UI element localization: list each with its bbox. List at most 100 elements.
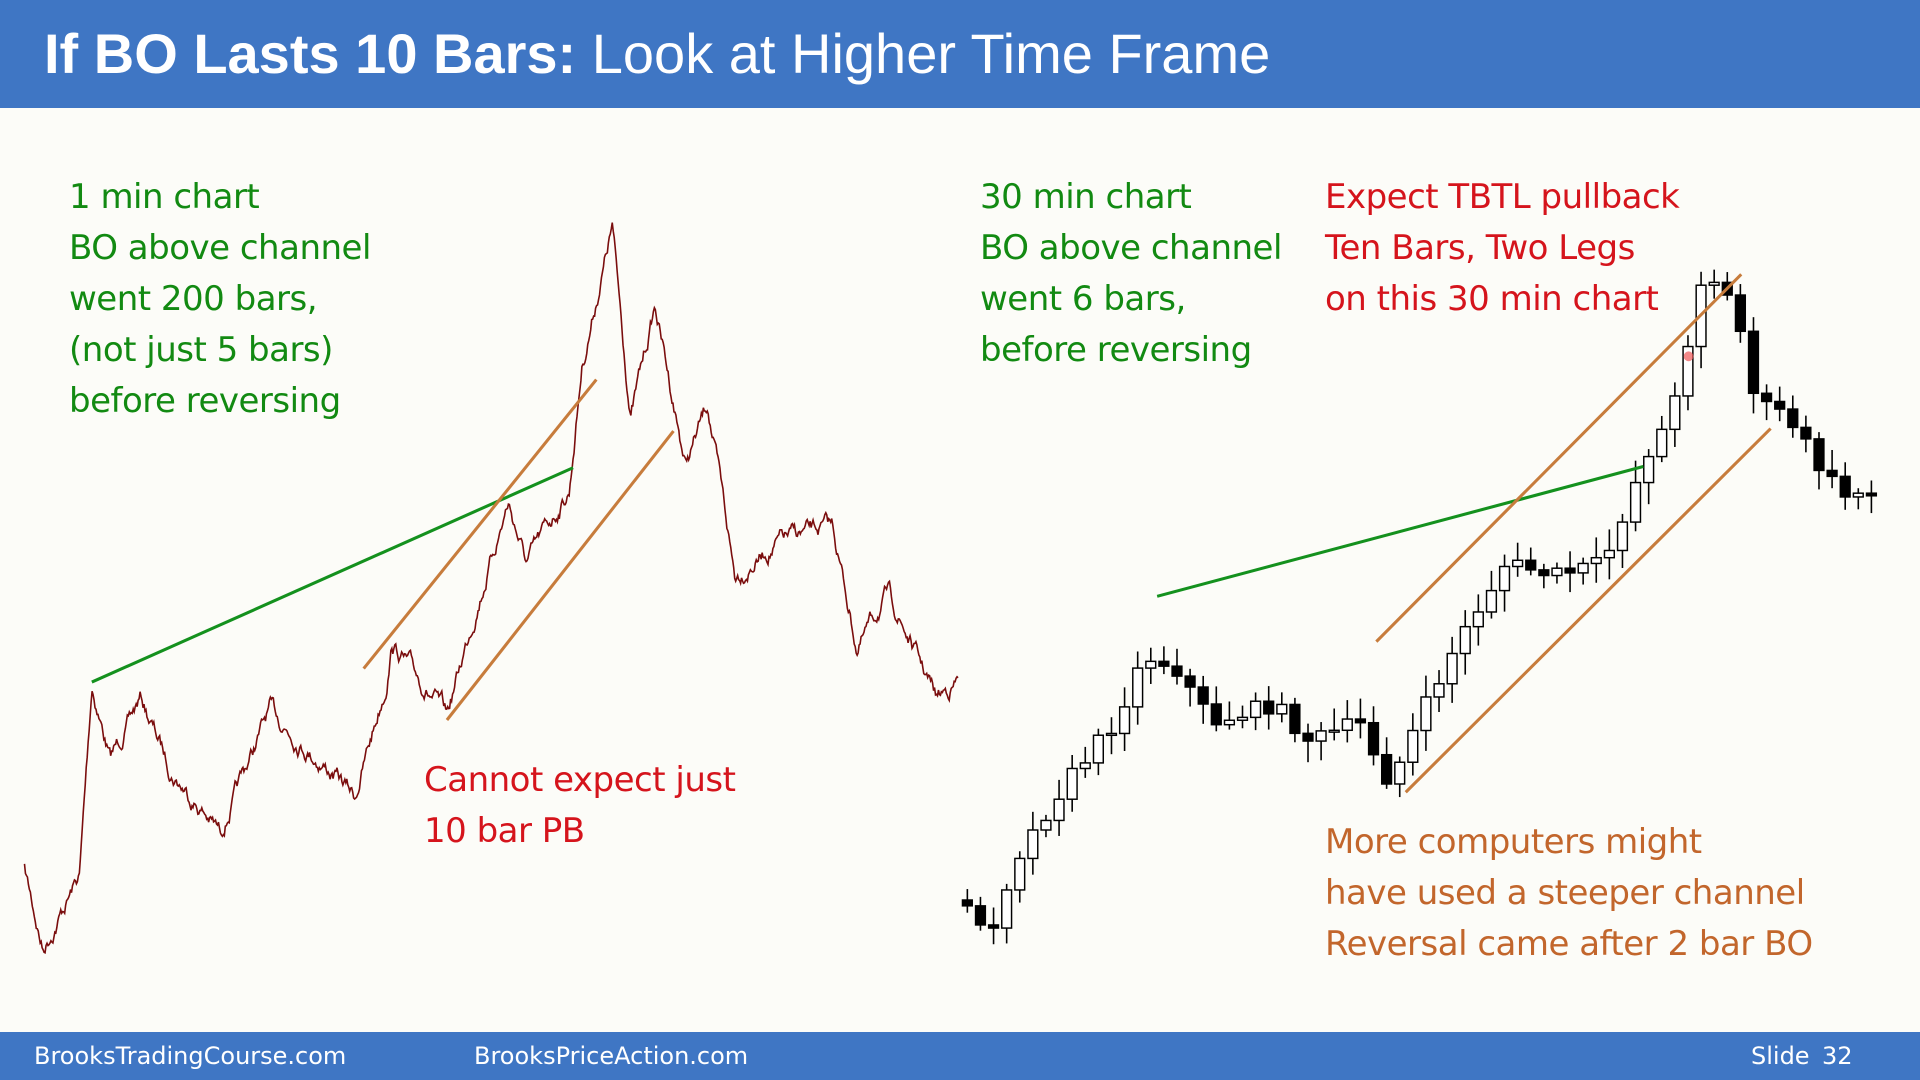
candle-body	[1865, 492, 1878, 497]
thirty-minute-chart	[961, 269, 1878, 945]
candle-body	[1145, 660, 1157, 669]
channel-line	[1404, 427, 1772, 794]
candle-body	[1433, 683, 1445, 698]
candle-body	[1263, 700, 1275, 715]
candle-body	[1066, 767, 1078, 800]
candle-body	[961, 899, 973, 907]
candle-body	[1132, 667, 1144, 708]
candle-body	[1734, 294, 1747, 333]
note-line: Ten Bars, Two Legs	[1325, 228, 1635, 268]
candle-body	[1027, 829, 1039, 860]
candle-body	[1577, 562, 1589, 574]
candle-body	[1158, 660, 1170, 667]
left-notes: 1 min chart BO above channel went 200 ba…	[69, 172, 371, 427]
candle-body	[1210, 703, 1222, 726]
candle-body	[1367, 721, 1380, 756]
candle-body	[1800, 426, 1812, 440]
candle-body	[1171, 665, 1183, 677]
note-line: 30 min chart	[980, 177, 1192, 217]
candle-body	[1643, 455, 1655, 484]
footer-center: BrooksPriceAction.com	[474, 1042, 749, 1070]
candle-body	[1603, 549, 1615, 559]
header-bar: If BO Lasts 10 Bars: Look at Higher Time…	[0, 0, 1920, 108]
candle-body	[1787, 408, 1799, 429]
candle-body	[1525, 559, 1537, 571]
candle-body	[1014, 857, 1026, 891]
candle-body	[1354, 718, 1367, 724]
candle-body	[1407, 729, 1419, 763]
candle-body	[1512, 559, 1524, 568]
note-line: before reversing	[69, 381, 341, 421]
tbtl-note: Expect TBTL pullback Ten Bars, Two Legs …	[1325, 172, 1680, 325]
note-line: 10 bar PB	[424, 811, 585, 851]
candle-body	[1184, 675, 1196, 688]
candle-body	[1040, 819, 1052, 831]
candle-body	[1380, 753, 1393, 785]
title-rest: Look at Higher Time Frame	[591, 22, 1271, 85]
candle-body	[1774, 400, 1786, 410]
candle-body	[1118, 706, 1131, 735]
note-line: on this 30 min chart	[1325, 279, 1659, 319]
computers-note: More computers might have used a steeper…	[1325, 817, 1813, 970]
candle-body	[1001, 889, 1013, 929]
candle-body	[1092, 734, 1105, 764]
candle-body	[1459, 625, 1471, 655]
channel-line	[1375, 273, 1743, 643]
note-line: Cannot expect just	[424, 760, 736, 800]
pointer-dot	[1683, 351, 1694, 362]
candle-body	[1708, 281, 1720, 286]
candle-body	[1315, 730, 1327, 742]
candle-body	[1656, 428, 1668, 458]
note-line: have used a steeper channel	[1325, 873, 1805, 913]
slide-title: If BO Lasts 10 Bars: Look at Higher Time…	[44, 20, 1270, 88]
note-line: before reversing	[980, 330, 1252, 370]
candle-body	[1538, 569, 1550, 577]
candle-body	[1446, 652, 1458, 685]
note-line: (not just 5 bars)	[69, 330, 333, 370]
candle-body	[1813, 438, 1825, 472]
candle-body	[987, 924, 1000, 929]
note-line: went 6 bars,	[980, 279, 1186, 319]
note-line: More computers might	[1325, 822, 1702, 862]
chart-group	[23, 222, 1878, 954]
price-line	[23, 222, 959, 954]
candle-body	[1564, 567, 1576, 574]
trend-line	[91, 466, 574, 684]
candle-body	[1328, 729, 1340, 733]
candle-body	[1302, 732, 1314, 742]
candle-body	[1197, 686, 1209, 705]
note-line: BO above channel	[980, 228, 1282, 268]
candle-body	[1394, 761, 1406, 785]
candle-body	[1053, 798, 1065, 822]
pb-note: Cannot expect just 10 bar PB	[424, 755, 736, 857]
candle-body	[1590, 556, 1602, 565]
candle-body	[1485, 589, 1498, 613]
candle-body	[1616, 521, 1629, 552]
candle-body	[1682, 345, 1694, 397]
footer-bar: BrooksTradingCourse.com BrooksPriceActio…	[0, 1032, 1920, 1080]
candle-body	[1105, 732, 1118, 737]
candle-body	[1341, 718, 1353, 732]
candle-body	[1498, 565, 1511, 592]
candle-body	[1223, 719, 1236, 726]
candle-body	[1551, 567, 1563, 577]
one-minute-chart	[23, 222, 959, 954]
candle-body	[1420, 696, 1432, 732]
slide-label: Slide	[1751, 1042, 1810, 1070]
candle-body	[1760, 392, 1773, 403]
slide-number: 32	[1822, 1042, 1853, 1070]
note-line: Reversal came after 2 bar BO	[1325, 924, 1813, 964]
note-line: Expect TBTL pullback	[1325, 177, 1680, 217]
candle-body	[1629, 481, 1642, 523]
footer-left: BrooksTradingCourse.com	[34, 1042, 347, 1070]
right-notes: 30 min chart BO above channel went 6 bar…	[980, 172, 1282, 376]
trend-line	[1156, 465, 1644, 598]
note-line: BO above channel	[69, 228, 371, 268]
note-line: 1 min chart	[69, 177, 260, 217]
note-line: went 200 bars,	[69, 279, 318, 319]
candle-body	[1852, 492, 1864, 498]
candle-body	[1236, 716, 1249, 721]
candle-body	[1826, 469, 1838, 478]
candle-body	[974, 905, 987, 926]
